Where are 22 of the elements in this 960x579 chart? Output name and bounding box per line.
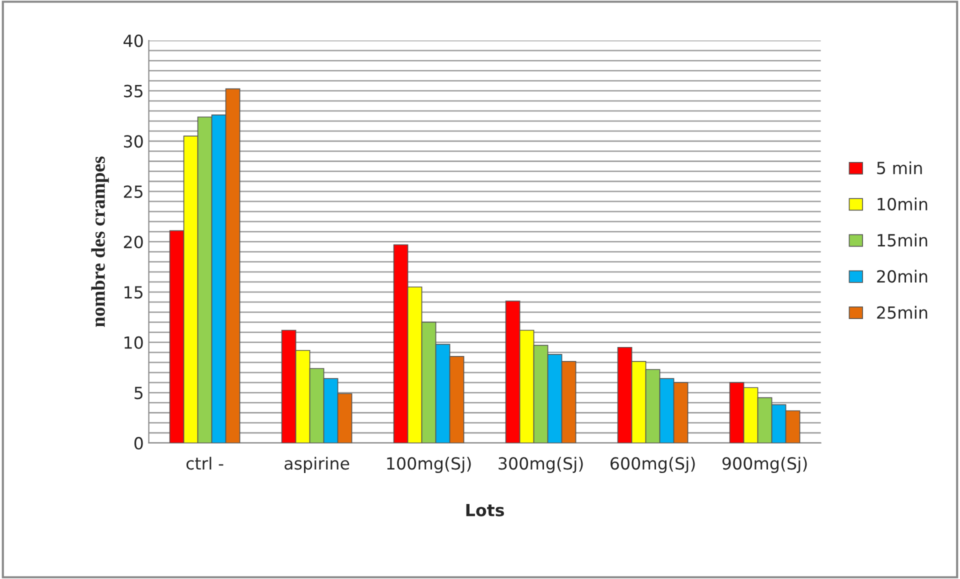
y-axis-title: nombre des crampes	[91, 156, 109, 327]
x-tick-label: 100mg(Sj)	[387, 456, 471, 473]
y-tick-label: 40	[124, 34, 143, 48]
x-tick-label: ctrl -	[186, 456, 224, 470]
legend-label: 15min	[878, 234, 928, 247]
x-tick-label: 300mg(Sj)	[498, 456, 583, 473]
y-tick-label: 0	[134, 436, 143, 450]
y-tick-label: 25	[124, 185, 142, 198]
legend-label: 20min	[877, 270, 928, 283]
y-tick-label: 20	[124, 236, 143, 248]
y-tick-label: 15	[124, 286, 142, 299]
legend-label: 5 min	[877, 161, 922, 174]
y-tick-label: 5	[134, 386, 142, 400]
y-tick-label: 10	[124, 336, 143, 349]
y-tick-label: 35	[124, 84, 142, 98]
x-axis-title: Lots	[466, 504, 504, 516]
legend-label: 10min	[878, 198, 928, 210]
x-tick-label: 600mg(Sj)	[610, 456, 695, 473]
x-tick-label: aspirine	[284, 456, 350, 473]
x-tick-label: 900mg(Sj)	[722, 456, 807, 473]
legend-label: 25min	[877, 306, 928, 319]
y-tick-label: 30	[124, 135, 143, 148]
